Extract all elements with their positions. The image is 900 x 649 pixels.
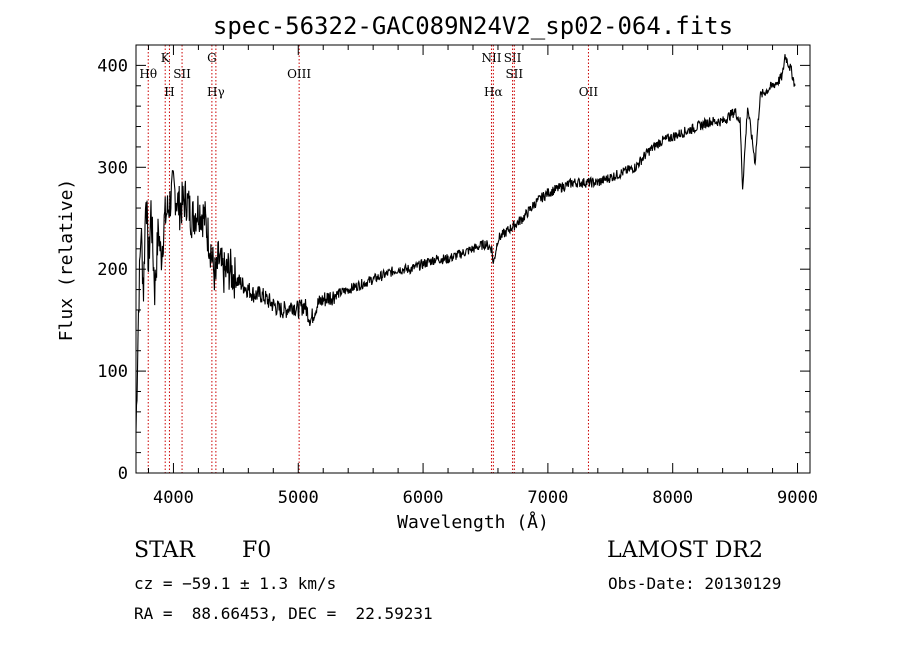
x-axis: 4000 5000 6000 7000 8000 9000 (147, 45, 818, 508)
ra-dec-coordinates: RA = 88.66453, DEC = 22.59231 (134, 604, 433, 623)
y-axis-label: Flux (relative) (56, 179, 77, 342)
line-label-3: SII (173, 67, 191, 81)
line-label-10: SII (505, 67, 523, 81)
y-tick-label-3: 300 (97, 158, 128, 178)
line-label-0: Hθ (139, 67, 157, 81)
chart-title: spec-56322-GAC089N24V2_sp02-064.fits (213, 12, 733, 40)
redshift-velocity: cz = −59.1 ± 1.3 km/s (134, 574, 337, 593)
x-axis-label: Wavelength (Å) (397, 511, 549, 533)
observation-date: Obs-Date: 20130129 (608, 574, 782, 593)
spectrum-line (135, 54, 796, 433)
x-tick-label-3: 7000 (527, 488, 568, 508)
line-label-8: Hα (484, 85, 503, 99)
object-class: STAR (134, 538, 195, 563)
line-label-4: G (207, 51, 217, 65)
x-tick-label-5: 9000 (777, 488, 818, 508)
line-label-7: NII (481, 51, 501, 65)
y-axis: 0 100 200 300 400 (97, 44, 810, 484)
y-tick-label-4: 400 (97, 56, 128, 76)
y-tick-label-1: 100 (97, 362, 128, 382)
survey-name: LAMOST DR2 (607, 538, 763, 563)
line-label-11: OII (579, 85, 599, 99)
object-subclass: F0 (242, 538, 272, 563)
x-tick-label-1: 5000 (278, 488, 319, 508)
line-label-5: Hγ (207, 85, 225, 99)
x-tick-label-0: 4000 (153, 488, 194, 508)
spectrum-chart: spec-56322-GAC089N24V2_sp02-064.fits Hθ K… (56, 12, 818, 533)
line-label-9: SII (504, 51, 522, 65)
y-tick-label-2: 200 (97, 260, 128, 280)
plot-frame (135, 44, 811, 474)
x-tick-label-2: 6000 (403, 488, 444, 508)
line-label-6: OIII (287, 67, 311, 81)
y-tick-label-0: 0 (118, 464, 128, 484)
x-tick-label-4: 8000 (652, 488, 693, 508)
line-label-1: K (161, 51, 171, 65)
line-label-2: H (164, 85, 174, 99)
